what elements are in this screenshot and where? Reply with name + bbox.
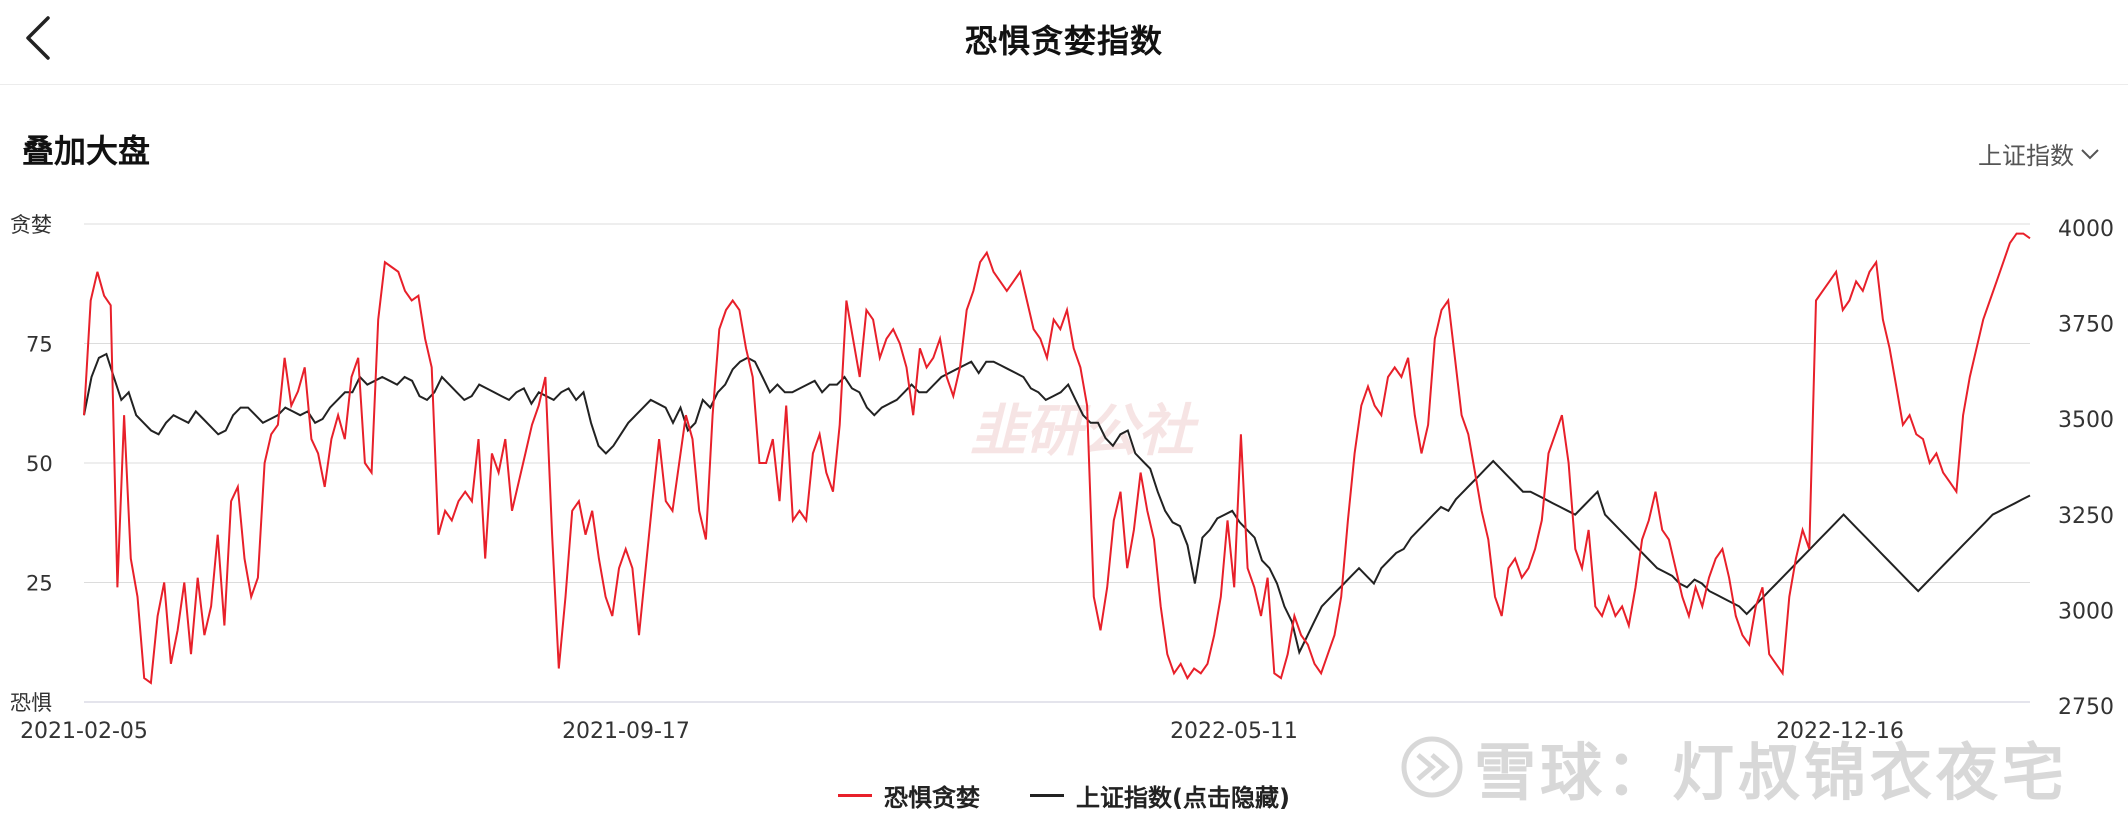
legend-label-fear-greed: 恐惧贪婪 (884, 784, 981, 812)
x-axis-tick-label: 2021-02-05 (20, 719, 148, 744)
x-axis-tick-label: 2021-09-17 (562, 719, 690, 744)
left-axis-tick-label: 75 (26, 333, 53, 357)
left-axis-tick-label: 25 (26, 572, 53, 596)
legend-swatch-index (1030, 794, 1065, 797)
back-arrow-icon[interactable] (14, 12, 62, 64)
legend-item-index[interactable]: 上证指数(点击隐藏) (1030, 778, 1290, 813)
grid-lines (84, 223, 2030, 703)
left-axis-ticks: 贪婪 75 50 25 恐惧 (10, 213, 53, 715)
section-title: 叠加大盘 (22, 132, 151, 170)
watermark-text: 雪球：灯叔锦衣夜宅 (1473, 736, 2068, 809)
right-axis-tick-label: 3000 (2058, 599, 2114, 624)
legend-swatch-fear-greed (838, 794, 873, 797)
x-axis-ticks: 2021-02-05 2021-09-17 2022-05-11 2022-12-16 (20, 719, 1904, 744)
watermark: 雪球：灯叔锦衣夜宅 (1400, 722, 2068, 812)
right-axis-tick-label: 2750 (2058, 695, 2114, 720)
center-watermark: 韭研公社 (970, 399, 1200, 464)
series-line-fear-greed (83, 232, 2031, 685)
fear-greed-chart: 韭研公社 贪婪 75 50 25 恐惧 4000 3750 3500 3250 3000 2750… (0, 200, 2128, 760)
legend-label-index: 上证指数(点击隐藏) (1076, 784, 1290, 812)
right-axis-tick-label: 4000 (2058, 217, 2114, 242)
index-selector-dropdown[interactable]: 上证指数 (1978, 136, 2100, 171)
left-axis-tick-label: 贪婪 (10, 213, 52, 237)
snowball-logo-icon (1401, 736, 1463, 798)
page-title: 恐惧贪婪指数 (964, 22, 1163, 60)
index-selector-label: 上证指数 (1978, 142, 2074, 170)
left-axis-tick-label: 恐惧 (10, 691, 52, 715)
right-axis-tick-label: 3250 (2058, 504, 2114, 529)
right-axis-ticks: 4000 3750 3500 3250 3000 2750 (2058, 217, 2114, 720)
x-axis-tick-label: 2022-05-11 (1170, 719, 1298, 744)
series-line-index (83, 352, 2031, 656)
chevron-down-icon (2081, 148, 2099, 159)
x-axis-tick-label: 2022-12-16 (1776, 719, 1904, 744)
chart-svg: 韭研公社 贪婪 75 50 25 恐惧 4000 3750 3500 3250 3000 2750… (10, 213, 2114, 744)
right-axis-tick-label: 3500 (2058, 408, 2114, 433)
chart-legend: 恐惧贪婪 上证指数(点击隐藏) (0, 778, 2128, 813)
legend-item-fear-greed[interactable]: 恐惧贪婪 (838, 778, 980, 813)
right-axis-tick-label: 3750 (2058, 313, 2114, 338)
left-axis-tick-label: 50 (26, 452, 53, 476)
top-bar: 恐惧贪婪指数 (0, 0, 2128, 85)
